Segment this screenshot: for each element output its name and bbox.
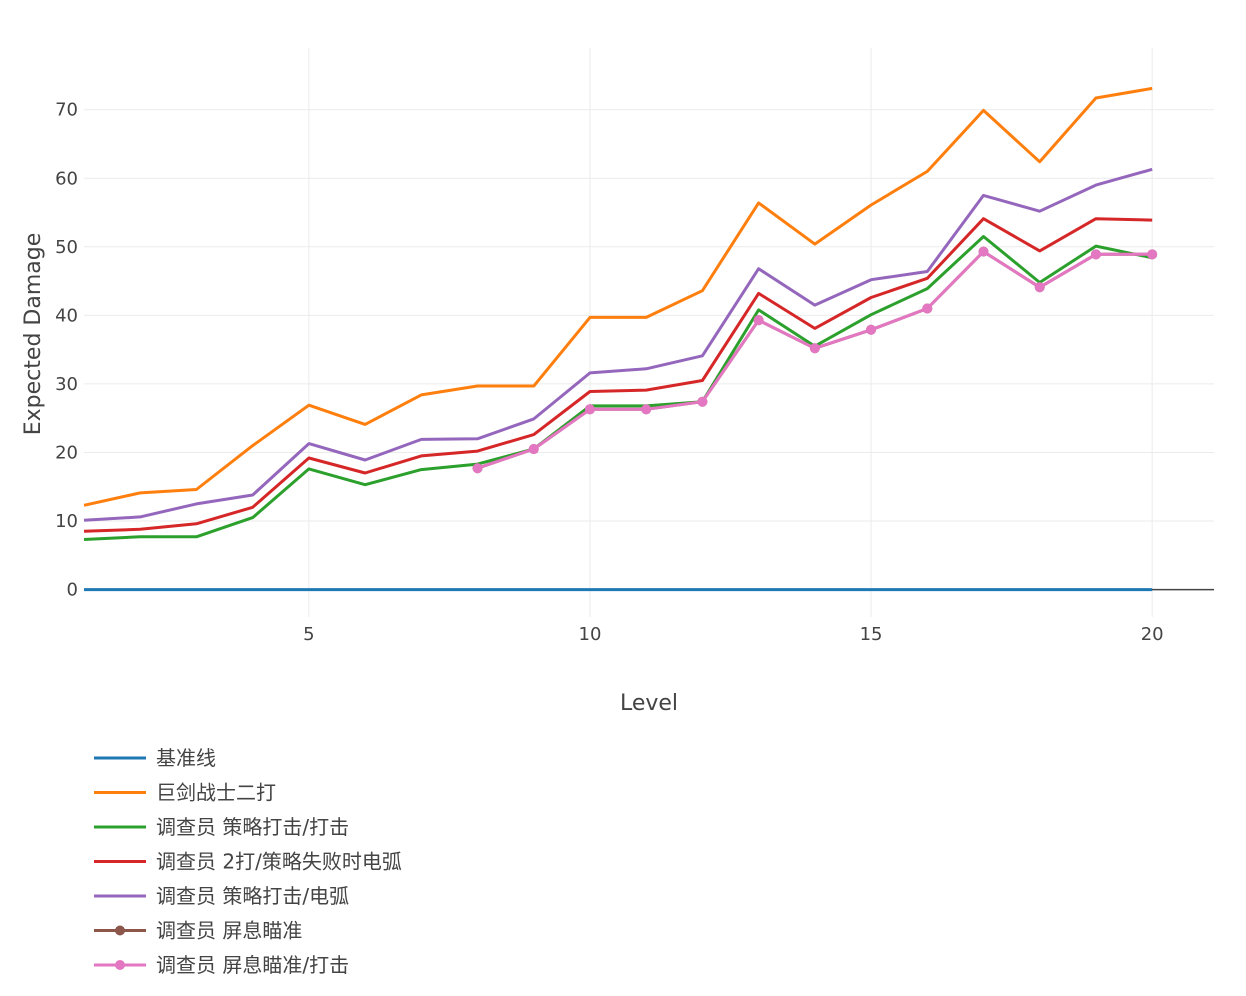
x-tick-label: 10 — [579, 624, 602, 645]
data-point — [922, 303, 933, 314]
x-axis-title: Level — [620, 691, 678, 716]
data-point — [1034, 282, 1045, 293]
legend-item[interactable]: 调查员 屏息瞄准/打击 — [94, 953, 349, 977]
data-point — [472, 463, 483, 474]
legend-label: 调查员 策略打击/打击 — [156, 815, 349, 839]
legend-item[interactable]: 调查员 策略打击/打击 — [94, 815, 349, 839]
axis-tick-labels: 0 10 20 30 40 50 60 70 5 10 15 20 — [55, 100, 1164, 645]
series-line — [83, 167, 1153, 522]
data-point — [753, 315, 764, 326]
series-4 — [83, 167, 1153, 522]
x-tick-label: 15 — [860, 624, 883, 645]
data-point — [641, 404, 652, 415]
series-lines — [83, 86, 1158, 592]
data-point — [866, 324, 877, 335]
legend-label: 调查员 策略打击/电弧 — [156, 884, 349, 908]
y-tick-label: 10 — [55, 511, 78, 532]
y-tick-label: 40 — [55, 305, 78, 326]
series-line — [83, 86, 1153, 507]
x-tick-label: 5 — [303, 624, 314, 645]
grid-lines — [84, 48, 1214, 617]
y-tick-label: 0 — [67, 580, 78, 601]
series-line — [477, 250, 1153, 470]
series-3 — [83, 217, 1153, 533]
legend-marker — [115, 960, 125, 970]
legend-item[interactable]: 调查员 策略打击/电弧 — [94, 884, 349, 908]
x-tick-label: 20 — [1141, 624, 1164, 645]
series-line — [83, 235, 1153, 541]
data-point — [1090, 249, 1101, 260]
series-1 — [83, 86, 1153, 507]
y-tick-label: 70 — [55, 100, 78, 121]
data-point — [584, 404, 595, 415]
data-point — [978, 246, 989, 257]
legend-label: 调查员 屏息瞄准/打击 — [156, 953, 349, 977]
legend-label: 巨剑战士二打 — [156, 781, 276, 805]
legend-marker — [115, 925, 125, 936]
y-tick-label: 60 — [55, 168, 78, 189]
legend-item[interactable]: 调查员 屏息瞄准 — [94, 919, 302, 943]
series-line — [477, 250, 1153, 470]
series-2 — [83, 235, 1153, 541]
data-point — [697, 396, 708, 407]
legend-label: 调查员 屏息瞄准 — [156, 919, 302, 943]
y-tick-label: 20 — [55, 442, 78, 463]
legend-label: 基准线 — [156, 746, 216, 770]
y-tick-label: 50 — [55, 237, 78, 258]
series-6 — [472, 246, 1158, 474]
series-5 — [472, 246, 1158, 474]
y-tick-label: 30 — [55, 374, 78, 395]
legend-item[interactable]: 基准线 — [94, 746, 216, 770]
legend-item[interactable]: 调查员 2打/策略失败时电弧 — [94, 850, 402, 874]
legend-item[interactable]: 巨剑战士二打 — [94, 781, 276, 805]
series-line — [83, 217, 1153, 533]
data-point — [528, 444, 539, 455]
data-point — [809, 343, 820, 354]
data-point — [1147, 249, 1158, 260]
y-axis-title: Expected Damage — [21, 233, 46, 435]
legend-label: 调查员 2打/策略失败时电弧 — [156, 850, 402, 874]
